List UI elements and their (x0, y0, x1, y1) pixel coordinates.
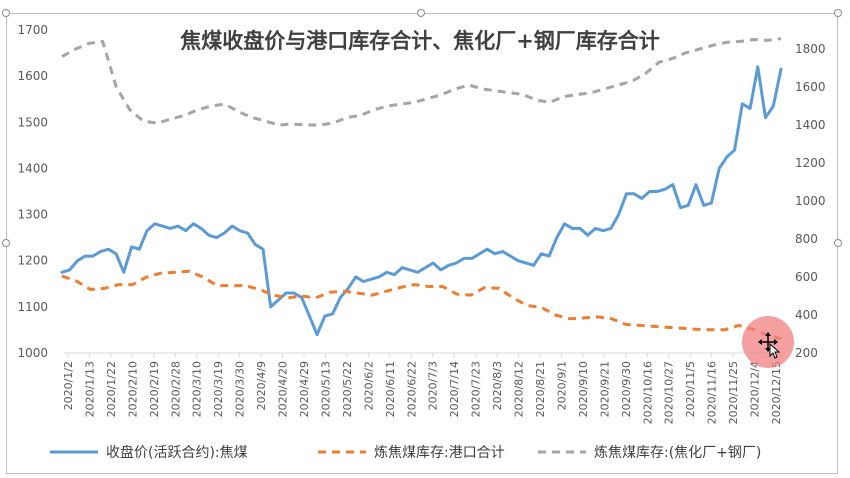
series-line-2 (61, 269, 782, 341)
x-tick-label: 2020/3/10 (191, 361, 204, 417)
x-tick-label: 2020/9/1 (555, 361, 568, 410)
x-tick-label: 2020/8/12 (513, 361, 526, 417)
x-tick-label: 2020/2/28 (169, 361, 182, 417)
x-tick-label: 2020/12/15 (770, 361, 783, 424)
legend-label-3: 炼焦煤库存:(焦化厂+钢厂) (594, 445, 761, 461)
y-right-tick-label: 400 (795, 308, 818, 322)
x-tick-label: 2020/6/22 (405, 361, 418, 417)
y-left-tick-label: 1500 (17, 115, 48, 129)
move-arrowheads (758, 332, 778, 352)
x-tick-label: 2020/4/29 (298, 361, 311, 417)
x-tick-label: 2020/11/16 (706, 361, 719, 424)
legend-label-2: 炼焦煤库存:港口合计 (374, 445, 505, 461)
y-right-tick-label: 200 (795, 346, 818, 360)
cursor-overlay (742, 316, 794, 368)
legend-label-1: 收盘价(活跃合约):焦煤 (106, 444, 248, 461)
x-tick-label: 2020/5/13 (319, 361, 332, 417)
y-left-tick-label: 1000 (17, 346, 48, 360)
x-tick-label: 2020/6/2 (362, 361, 375, 410)
x-tick-label: 2020/8/21 (534, 361, 547, 417)
series-line-3 (61, 37, 782, 127)
y-left-tick-label: 1200 (17, 254, 48, 268)
y-right-tick-label: 1400 (795, 118, 826, 132)
x-tick-label: 2020/2/10 (126, 361, 139, 417)
chart-title: 焦煤收盘价与港口库存合计、焦化厂+钢厂库存合计 (179, 29, 660, 53)
resize-handle-middle-right[interactable] (834, 239, 842, 247)
x-tick-label: 2020/3/19 (212, 361, 225, 417)
y-right-tick-label: 1800 (795, 42, 826, 56)
move-cursor-icon (758, 332, 781, 359)
x-tick-label: 2020/3/30 (234, 361, 247, 417)
x-tick-label: 2020/2/19 (148, 361, 161, 417)
y-left-tick-label: 1700 (17, 23, 48, 37)
y-right-tick-label: 800 (795, 232, 818, 246)
resize-handle-top-center[interactable] (417, 9, 425, 17)
y-left-tick-label: 1100 (17, 300, 48, 314)
legend: 收盘价(活跃合约):焦煤 炼焦煤库存:港口合计 炼焦煤库存:(焦化厂+钢厂) (50, 444, 761, 461)
y-left-tick-label: 1400 (17, 161, 48, 175)
x-tick-label: 2020/12/4 (749, 361, 762, 417)
y-right-tick-label: 1600 (795, 80, 826, 94)
series-line-1 (60, 65, 783, 336)
x-tick-label: 2020/1/2 (62, 361, 75, 410)
x-tick-label: 2020/10/16 (641, 361, 654, 424)
axes: 1000 1100 1200 1300 1400 1500 1600 1700 200 400 60… (17, 23, 825, 424)
resize-handle-middle-left[interactable] (2, 239, 10, 247)
x-tick-label: 2020/10/27 (663, 361, 676, 424)
x-tick-label: 2020/9/21 (598, 361, 611, 417)
x-tick-label: 2020/9/10 (577, 361, 590, 417)
pointer-arrow (769, 342, 781, 359)
x-tick-label: 2020/9/30 (620, 361, 633, 417)
x-tick-label: 2020/7/23 (470, 361, 483, 417)
y-left-tick-label: 1600 (17, 69, 48, 83)
y-right-tick-label: 1000 (795, 194, 826, 208)
x-tick-label: 2020/5/22 (341, 361, 354, 417)
y-right-tick-label: 1200 (795, 156, 826, 170)
x-tick-label: 2020/1/22 (105, 361, 118, 417)
x-tick-label: 2020/1/13 (83, 361, 96, 417)
x-tick-label: 2020/6/11 (384, 361, 397, 417)
x-tick-label: 2020/11/5 (684, 361, 697, 417)
x-tick-label: 2020/11/25 (727, 361, 740, 424)
x-tick-label: 2020/4/9 (255, 361, 268, 410)
x-tick-label: 2020/7/14 (448, 361, 461, 417)
x-tick-label: 2020/7/3 (427, 361, 440, 410)
y-right-tick-label: 600 (795, 270, 818, 284)
resize-handle-top-left[interactable] (2, 9, 10, 17)
y-left-tick-label: 1300 (17, 208, 48, 222)
x-tick-label: 2020/8/3 (491, 361, 504, 410)
x-tick-label: 2020/4/20 (277, 361, 290, 417)
resize-handle-top-right[interactable] (834, 9, 842, 17)
plot-area (60, 37, 783, 341)
